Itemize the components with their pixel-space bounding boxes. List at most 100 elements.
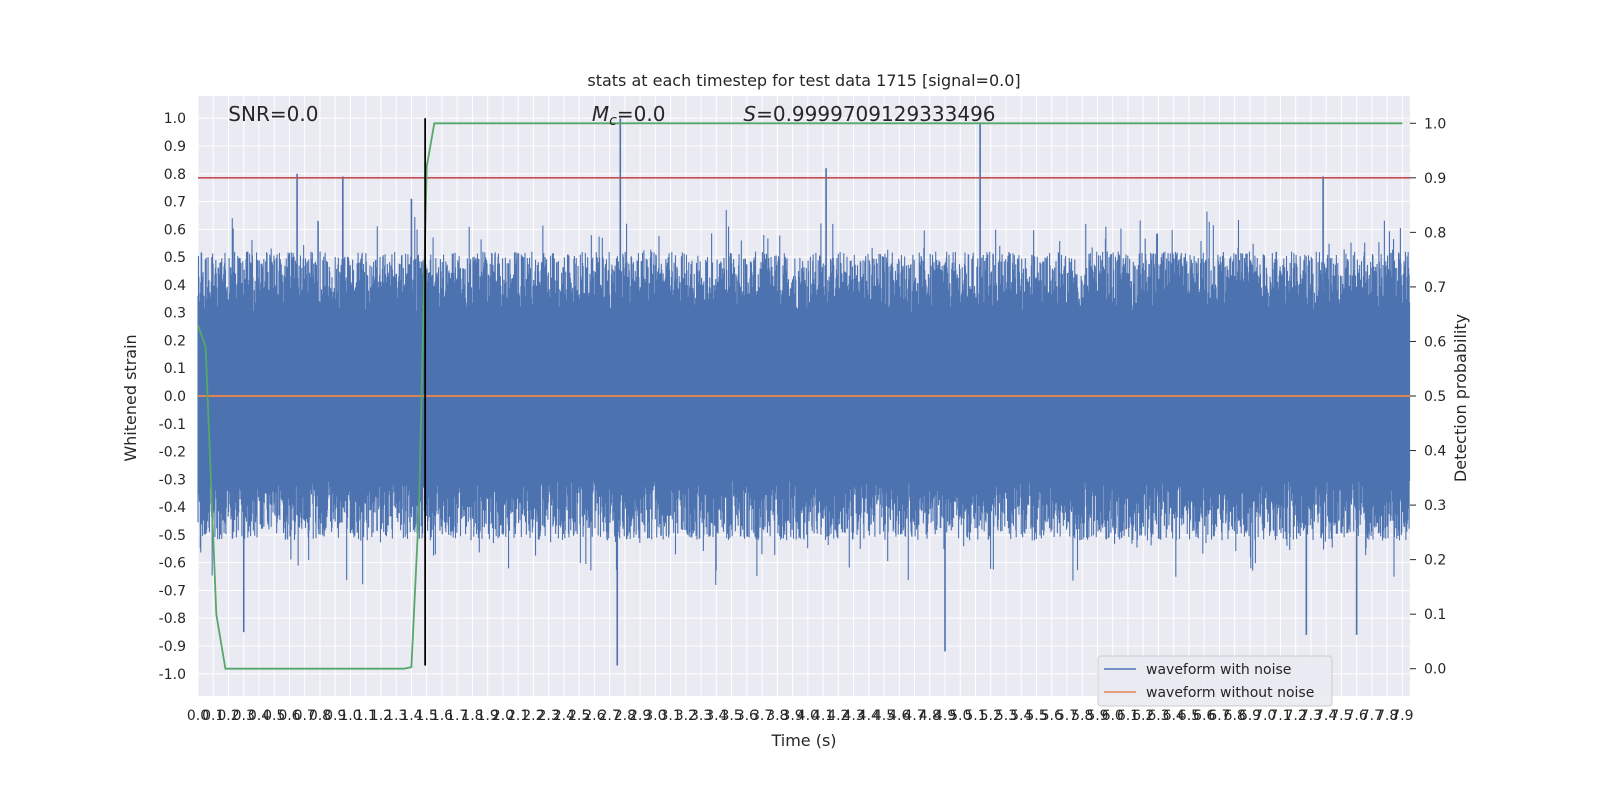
x-tick-label: 6.4 — [1163, 708, 1185, 724]
x-tick-label: 4.4 — [858, 708, 880, 724]
y2-axis-label: Detection probability — [1451, 314, 1470, 482]
x-tick-label: 0.2 — [217, 708, 239, 724]
x-tick-label: 4.9 — [934, 708, 956, 724]
x-tick-label: 3.4 — [705, 708, 727, 724]
y-tick-label: -0.2 — [159, 445, 186, 461]
annotations: SNR=0.0 Mc=0.0 S=0.9999709129333496 — [228, 102, 995, 129]
x-tick-label: 0.5 — [263, 708, 285, 724]
x-tick-label: 4.1 — [812, 708, 834, 724]
x-tick-label: 2.0 — [492, 708, 514, 724]
x-tick-label: 4.7 — [903, 708, 925, 724]
legend-box — [1097, 655, 1333, 707]
x-tick-label: 5.6 — [1041, 708, 1063, 724]
y2-tick-label: 0.2 — [1424, 553, 1446, 569]
x-tick-label: 4.2 — [827, 708, 849, 724]
annotation-1: Mc=0.0 — [592, 102, 666, 129]
x-tick-label: 2.4 — [553, 708, 575, 724]
x-tick-label: 0.0 — [187, 708, 209, 724]
x-tick-label: 0.3 — [233, 708, 255, 724]
x-tick-label: 6.8 — [1224, 708, 1246, 724]
x-tick-label: 0.7 — [294, 708, 316, 724]
x-tick-label: 3.2 — [675, 708, 697, 724]
x-tick-label: 6.6 — [1193, 708, 1215, 724]
x-tick-label: 4.3 — [842, 708, 864, 724]
y2-tick-label: 0.9 — [1424, 171, 1446, 187]
x-tick-label: 0.6 — [278, 708, 300, 724]
x-tick-label: 7.6 — [1346, 708, 1368, 724]
x-tick-label: 7.1 — [1269, 708, 1291, 724]
x-tick-label: 2.6 — [583, 708, 605, 724]
y-axis-label: Whitened strain — [121, 334, 140, 461]
x-tick-label: 1.7 — [446, 708, 468, 724]
y2-tick-label: 0.6 — [1424, 334, 1446, 350]
x-tick-label: 4.6 — [888, 708, 910, 724]
x-tick-label: 5.8 — [1071, 708, 1093, 724]
x-tick-label: 2.7 — [598, 708, 620, 724]
y-tick-label: -0.5 — [159, 528, 186, 544]
right-axis-elements — [197, 118, 1410, 670]
x-tick-label: 0.8 — [309, 708, 331, 724]
x-tick-label: 5.4 — [1010, 708, 1032, 724]
x-axis-label: Time (s) — [770, 731, 836, 750]
annotation-0: SNR=0.0 — [228, 102, 318, 126]
y-tick-label: 0.2 — [164, 333, 186, 349]
x-tick-label: 1.1 — [355, 708, 377, 724]
x-tick-label: 7.7 — [1361, 708, 1383, 724]
y-tick-label: 0.8 — [164, 167, 186, 183]
x-tick-label: 2.3 — [538, 708, 560, 724]
y-tick-label: -1.0 — [159, 667, 186, 683]
y-tick-label: -0.8 — [159, 611, 186, 627]
y-tick-label: 0.0 — [164, 389, 186, 405]
x-tick-label: 4.0 — [797, 708, 819, 724]
ticks: 0.00.10.20.30.40.50.60.70.80.91.01.11.21… — [159, 111, 1447, 724]
x-tick-label: 2.5 — [568, 708, 590, 724]
x-tick-label: 3.5 — [720, 708, 742, 724]
x-tick-label: 4.5 — [873, 708, 895, 724]
y-tick-label: 0.9 — [164, 139, 186, 155]
x-tick-label: 3.8 — [766, 708, 788, 724]
x-tick-label: 1.8 — [461, 708, 483, 724]
y-tick-label: -0.6 — [159, 556, 186, 572]
x-tick-label: 3.1 — [659, 708, 681, 724]
y2-tick-label: 0.7 — [1424, 280, 1446, 296]
x-tick-label: 3.9 — [781, 708, 803, 724]
y-tick-label: -0.3 — [159, 472, 186, 488]
x-tick-label: 5.5 — [1025, 708, 1047, 724]
x-tick-label: 2.8 — [614, 708, 636, 724]
x-tick-label: 1.2 — [370, 708, 392, 724]
x-tick-label: 0.4 — [248, 708, 270, 724]
x-tick-label: 7.5 — [1330, 708, 1352, 724]
x-tick-label: 1.9 — [477, 708, 499, 724]
x-tick-label: 7.0 — [1254, 708, 1276, 724]
x-tick-label: 2.9 — [629, 708, 651, 724]
x-tick-label: 3.3 — [690, 708, 712, 724]
y-tick-label: 0.1 — [164, 361, 186, 377]
y-tick-label: 0.7 — [164, 195, 186, 211]
x-tick-label: 1.6 — [431, 708, 453, 724]
x-tick-label: 5.9 — [1086, 708, 1108, 724]
x-tick-label: 0.1 — [202, 708, 224, 724]
legend-label-noise: waveform with noise — [1146, 662, 1291, 678]
x-tick-label: 1.5 — [416, 708, 438, 724]
x-tick-label: 2.1 — [507, 708, 529, 724]
y-tick-label: -0.1 — [159, 417, 186, 433]
x-tick-label: 3.0 — [644, 708, 666, 724]
x-tick-label: 6.5 — [1178, 708, 1200, 724]
x-tick-label: 1.3 — [385, 708, 407, 724]
x-tick-label: 4.8 — [919, 708, 941, 724]
x-tick-label: 7.4 — [1315, 708, 1337, 724]
x-tick-label: 6.3 — [1147, 708, 1169, 724]
x-tick-label: 3.6 — [736, 708, 758, 724]
x-tick-label: 6.9 — [1239, 708, 1261, 724]
x-tick-label: 5.0 — [949, 708, 971, 724]
y2-tick-label: 0.4 — [1424, 444, 1446, 460]
y-tick-label: -0.7 — [159, 583, 186, 599]
y-tick-label: 0.3 — [164, 306, 186, 322]
legend-label-clean: waveform without noise — [1146, 685, 1314, 701]
x-tick-label: 6.0 — [1102, 708, 1124, 724]
y2-tick-label: 0.5 — [1424, 389, 1446, 405]
detection-probability-line — [197, 122, 1403, 670]
x-tick-label: 7.3 — [1300, 708, 1322, 724]
x-tick-label: 5.1 — [964, 708, 986, 724]
